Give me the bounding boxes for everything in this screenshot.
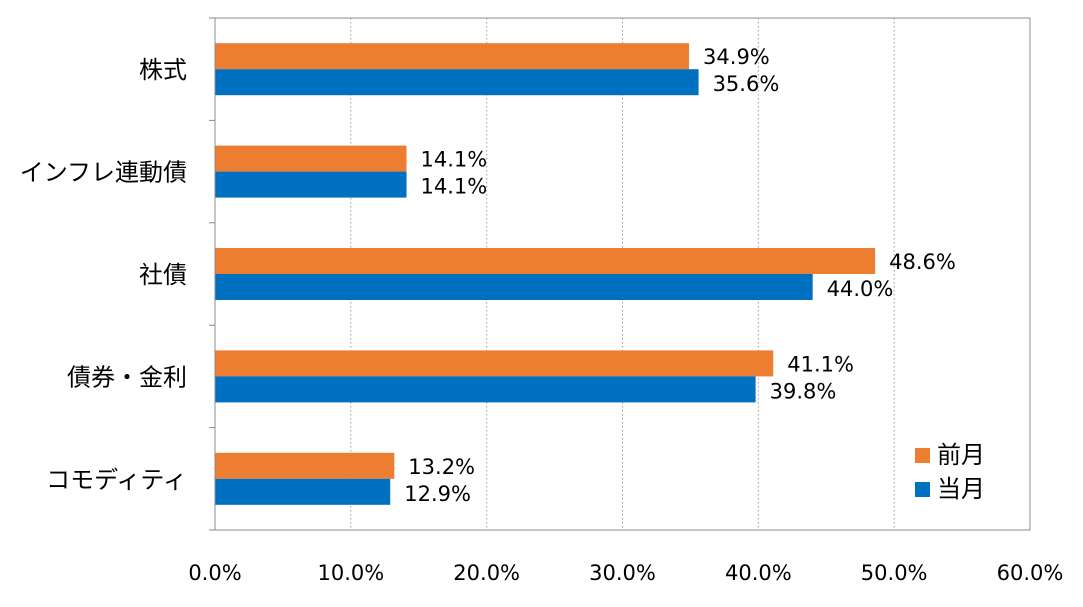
x-tick-label: 10.0% — [317, 561, 384, 585]
category-label: 社債 — [139, 261, 187, 289]
bar-curr — [215, 171, 407, 198]
data-label-curr: 44.0% — [827, 277, 894, 301]
bar-prev — [215, 145, 407, 172]
bars — [215, 43, 876, 505]
legend-swatch-prev — [915, 448, 930, 463]
data-label-prev: 48.6% — [889, 250, 956, 274]
x-tick-label: 60.0% — [997, 561, 1064, 585]
plot-frame — [214, 17, 1031, 531]
x-tick-label: 50.0% — [861, 561, 928, 585]
category-label: コモディティ — [46, 466, 187, 494]
x-tick-label: 30.0% — [589, 561, 656, 585]
x-tick-label: 0.0% — [188, 561, 241, 585]
data-label-curr: 39.8% — [770, 379, 837, 403]
legend-label-curr: 当月 — [937, 475, 985, 503]
bar-prev — [215, 350, 774, 377]
category-label: インフレ連動債 — [20, 159, 187, 187]
bar-prev — [215, 452, 395, 479]
data-label-prev: 14.1% — [421, 148, 488, 172]
axes — [209, 17, 1031, 531]
bar-curr — [215, 274, 813, 300]
data-labels: 34.9% 35.6% 14.1% 14.1% 48.6% 44.0% 41.1% 39.8%… — [404, 45, 956, 506]
data-label-prev: 34.9% — [703, 45, 770, 69]
data-label-prev: 41.1% — [787, 352, 854, 376]
x-tick-label: 40.0% — [725, 561, 792, 585]
data-label-prev: 13.2% — [408, 455, 475, 479]
bar-prev — [215, 43, 690, 70]
data-label-curr: 12.9% — [404, 482, 471, 506]
legend-label-prev: 前月 — [937, 441, 985, 469]
legend-swatch-curr — [915, 482, 930, 497]
data-label-curr: 14.1% — [421, 175, 488, 199]
data-label-curr: 35.6% — [713, 72, 780, 96]
category-label: 株式 — [139, 56, 187, 84]
category-label: 債券・金利 — [67, 363, 187, 391]
bar-curr — [215, 69, 699, 96]
x-tick-label: 20.0% — [453, 561, 520, 585]
bar-curr — [215, 478, 391, 505]
tick-labels: 0.0% 10.0% 20.0% 30.0% 40.0% 50.0% 60.0% — [188, 561, 1063, 585]
bar-prev — [215, 248, 876, 274]
bar-curr — [215, 376, 756, 403]
